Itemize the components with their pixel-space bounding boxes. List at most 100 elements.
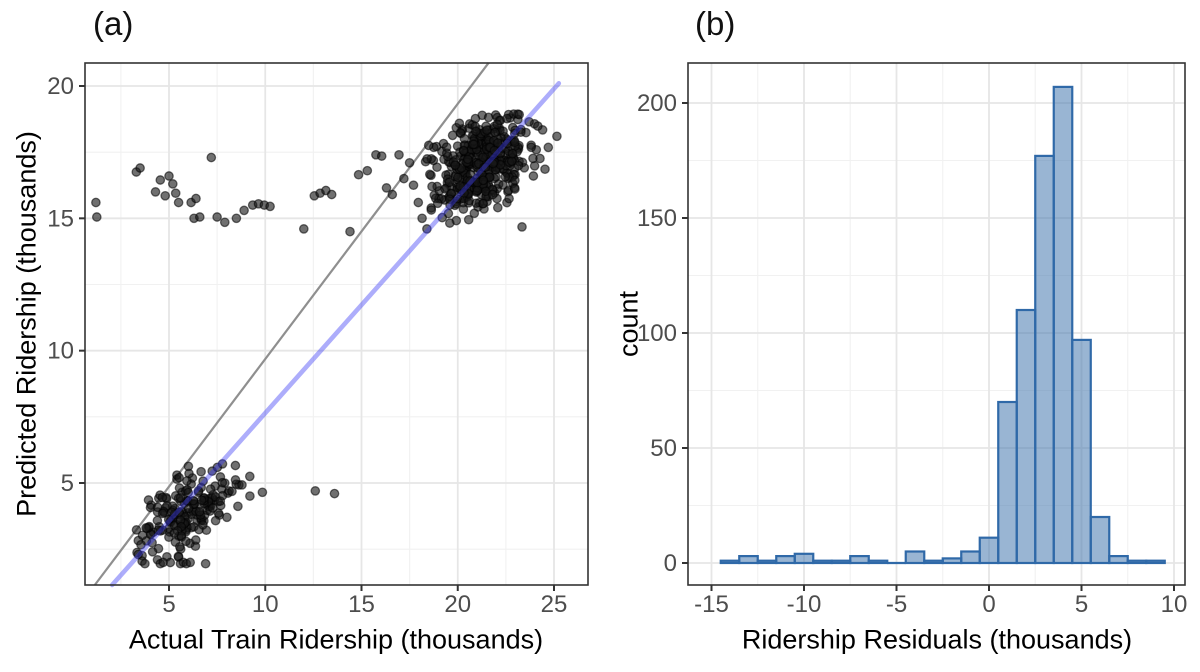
scatter-point <box>210 515 221 526</box>
scatter-point <box>153 525 164 535</box>
scatter-point <box>326 189 337 200</box>
regression-line <box>109 81 562 588</box>
scatter-point <box>413 197 424 208</box>
panel-b-title: (b) <box>695 5 736 42</box>
scatter-point <box>166 507 177 518</box>
panel-a: 5 10 15 20 25 5 10 15 20 <box>47 62 589 618</box>
panel-b-x-axis-title: Ridership Residuals (thousands) <box>741 624 1133 655</box>
scatter-point <box>509 137 520 148</box>
scatter-point <box>183 503 194 514</box>
scatter-point <box>200 558 211 569</box>
scatter-point <box>426 205 437 215</box>
x-axis-tick-label: -15 <box>694 591 729 618</box>
y-axis-tick-label: 15 <box>47 205 74 232</box>
x-axis-tick-label: 10 <box>1161 591 1188 618</box>
panel-border <box>687 62 1186 586</box>
scatter-point <box>408 180 419 191</box>
histogram-bar <box>904 550 926 565</box>
scatter-point <box>207 503 218 513</box>
scatter-point <box>257 487 268 498</box>
scatter-point <box>140 558 150 569</box>
scatter-point <box>492 202 503 213</box>
scatter-point <box>157 508 168 519</box>
scatter-point <box>91 197 101 208</box>
histogram-bar <box>719 559 741 565</box>
scatter-point <box>507 148 518 159</box>
scatter-point <box>212 212 222 222</box>
scatter-point <box>463 214 474 225</box>
scatter-point <box>183 461 194 472</box>
scatter-point <box>174 472 184 483</box>
scatter-point <box>480 162 491 173</box>
scatter-point <box>417 213 427 224</box>
histogram-bar <box>941 557 963 565</box>
x-axis-tick-label: -5 <box>886 591 907 618</box>
scatter-point <box>381 183 392 193</box>
scatter-point <box>215 496 226 506</box>
grid-minor <box>688 63 1185 585</box>
y-axis-tick-label: 5 <box>61 470 74 497</box>
scatter-point <box>222 512 232 523</box>
scatter-point <box>205 484 216 494</box>
scatter-point <box>422 224 432 234</box>
scatter-point <box>399 173 409 184</box>
y-axis-tick-label: 10 <box>47 338 74 365</box>
histogram-bar <box>1071 338 1092 565</box>
histogram-bar <box>1015 308 1037 565</box>
scatter-point <box>427 181 437 192</box>
scatter-point <box>150 187 161 197</box>
scatter-point <box>143 495 154 505</box>
scatter-point <box>198 476 208 486</box>
scatter-point <box>498 126 508 137</box>
x-axis-tick-label: 5 <box>162 591 175 618</box>
histogram-bar <box>1052 85 1074 565</box>
y-axis-tick-label: 100 <box>637 320 677 347</box>
scatter-point <box>133 549 144 560</box>
scatter-point <box>424 169 435 180</box>
scatter-point <box>510 184 520 194</box>
scatter-point <box>310 486 321 496</box>
scatter-point <box>458 145 469 156</box>
scatter-point <box>152 515 163 526</box>
scatter-point <box>452 172 463 183</box>
panel-a-title: (a) <box>93 5 134 42</box>
scatter-point <box>540 164 550 175</box>
scatter-point <box>244 471 255 482</box>
panel-b-y-axis-title: count <box>613 290 644 358</box>
x-axis-tick-label: 20 <box>444 591 471 618</box>
scatter-point <box>432 198 443 209</box>
scatter-point <box>181 536 191 547</box>
panel-a-x-axis-title: Actual Train Ridership (thousands) <box>128 624 544 655</box>
histogram-bar <box>1034 154 1055 565</box>
scatter-point <box>470 126 481 137</box>
scatter-point <box>170 188 181 199</box>
scatter-point <box>478 175 489 186</box>
scatter-point <box>483 112 494 123</box>
scatter-point <box>492 119 503 130</box>
scatter-point <box>387 189 398 200</box>
scatter-point <box>423 140 434 151</box>
scatter-point <box>265 201 275 212</box>
histogram-bar <box>775 554 796 565</box>
scatter-point <box>245 491 255 501</box>
scatter-point <box>514 109 525 120</box>
panel-border <box>84 62 589 586</box>
histogram-bar <box>1126 559 1148 565</box>
scatter-point <box>194 212 205 222</box>
histogram-bar <box>960 550 981 565</box>
scatter-point <box>298 224 309 234</box>
histogram-bar <box>793 552 815 565</box>
scatter-point <box>468 139 479 150</box>
histogram-bar <box>923 559 944 565</box>
scatter-point <box>459 188 469 198</box>
scatter-point <box>147 546 158 557</box>
scatter-point <box>160 190 171 201</box>
scatter-point <box>469 208 480 219</box>
scatter-point <box>462 154 473 165</box>
scatter-point <box>185 557 196 568</box>
scatter-point <box>502 113 512 124</box>
scatter-point <box>198 520 208 530</box>
